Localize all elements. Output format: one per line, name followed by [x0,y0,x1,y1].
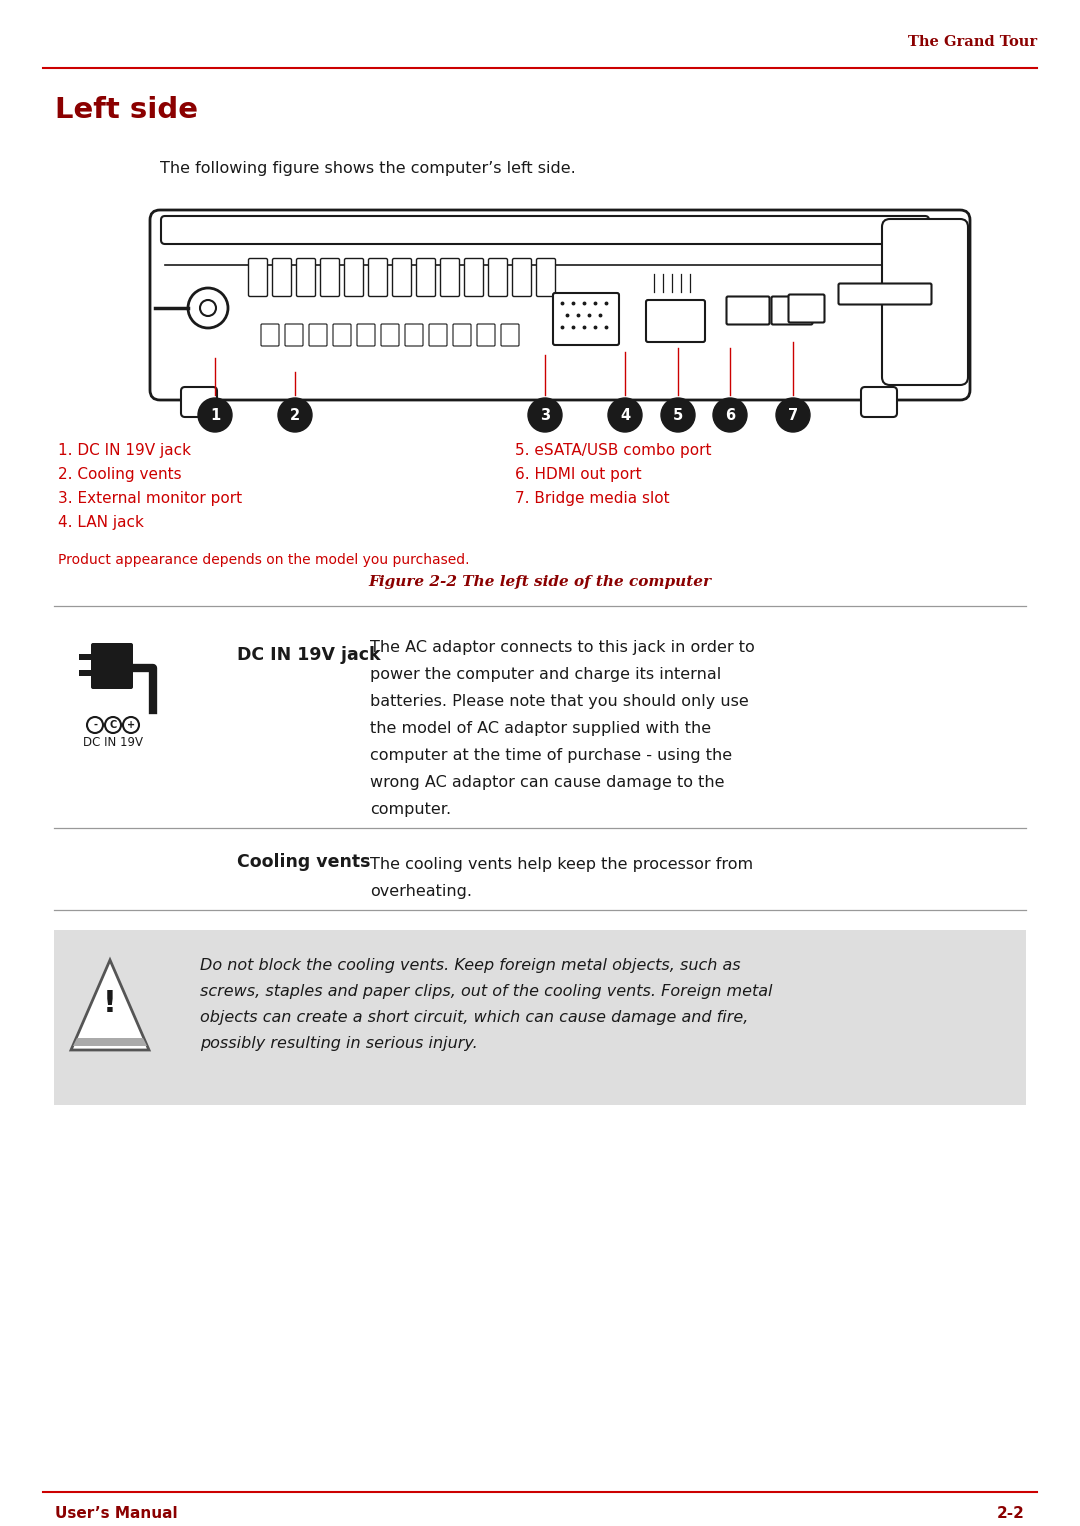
Text: -: - [93,720,97,729]
Text: 1. DC IN 19V jack: 1. DC IN 19V jack [58,443,191,458]
Text: 6. HDMI out port: 6. HDMI out port [515,467,642,482]
FancyBboxPatch shape [79,670,95,676]
FancyBboxPatch shape [788,295,824,322]
Text: 5. eSATA/USB combo port: 5. eSATA/USB combo port [515,443,712,458]
Circle shape [123,717,139,732]
FancyBboxPatch shape [368,258,388,296]
Text: power the computer and charge its internal: power the computer and charge its intern… [370,667,721,682]
FancyBboxPatch shape [464,258,484,296]
Text: 4: 4 [620,407,630,423]
Text: 3: 3 [540,407,550,423]
Text: Left side: Left side [55,96,198,124]
Text: +: + [127,720,135,729]
Circle shape [661,398,696,432]
Text: 7: 7 [788,407,798,423]
Text: DC IN 19V jack: DC IN 19V jack [237,645,380,664]
FancyBboxPatch shape [285,324,303,346]
FancyBboxPatch shape [345,258,364,296]
Text: overheating.: overheating. [370,884,472,899]
FancyBboxPatch shape [357,324,375,346]
FancyBboxPatch shape [646,301,705,342]
Text: computer at the time of purchase - using the: computer at the time of purchase - using… [370,748,732,763]
Text: the model of AC adaptor supplied with the: the model of AC adaptor supplied with th… [370,720,711,736]
FancyBboxPatch shape [79,655,95,661]
FancyBboxPatch shape [501,324,519,346]
Circle shape [608,398,642,432]
Circle shape [777,398,810,432]
Circle shape [278,398,312,432]
FancyBboxPatch shape [488,258,508,296]
Text: 2. Cooling vents: 2. Cooling vents [58,467,181,482]
Circle shape [713,398,747,432]
FancyBboxPatch shape [513,258,531,296]
Text: Cooling vents: Cooling vents [237,853,370,871]
FancyBboxPatch shape [537,258,555,296]
FancyBboxPatch shape [181,388,217,417]
FancyBboxPatch shape [91,642,133,690]
FancyBboxPatch shape [441,258,459,296]
FancyBboxPatch shape [381,324,399,346]
FancyBboxPatch shape [54,929,1026,1105]
FancyBboxPatch shape [477,324,495,346]
Text: The cooling vents help keep the processor from: The cooling vents help keep the processo… [370,858,753,871]
FancyBboxPatch shape [297,258,315,296]
Text: User’s Manual: User’s Manual [55,1506,177,1521]
FancyBboxPatch shape [272,258,292,296]
Text: Do not block the cooling vents. Keep foreign metal objects, such as: Do not block the cooling vents. Keep for… [200,958,741,974]
Circle shape [198,398,232,432]
Circle shape [528,398,562,432]
Text: C: C [109,720,117,729]
FancyBboxPatch shape [309,324,327,346]
FancyBboxPatch shape [861,388,897,417]
Text: batteries. Please note that you should only use: batteries. Please note that you should o… [370,694,748,710]
FancyBboxPatch shape [392,258,411,296]
Text: 2-2: 2-2 [997,1506,1025,1521]
Circle shape [200,301,216,316]
FancyBboxPatch shape [553,293,619,345]
Circle shape [105,717,121,732]
Text: The following figure shows the computer’s left side.: The following figure shows the computer’… [160,160,576,175]
Text: computer.: computer. [370,803,451,816]
Text: Product appearance depends on the model you purchased.: Product appearance depends on the model … [58,552,470,568]
Text: possibly resulting in serious injury.: possibly resulting in serious injury. [200,1036,477,1051]
Text: 6: 6 [725,407,735,423]
FancyBboxPatch shape [417,258,435,296]
FancyBboxPatch shape [161,217,929,244]
FancyBboxPatch shape [429,324,447,346]
FancyBboxPatch shape [321,258,339,296]
Text: DC IN 19V: DC IN 19V [83,737,143,749]
Text: The Grand Tour: The Grand Tour [908,35,1037,49]
FancyBboxPatch shape [453,324,471,346]
FancyBboxPatch shape [882,220,968,385]
Circle shape [188,288,228,328]
Text: wrong AC adaptor can cause damage to the: wrong AC adaptor can cause damage to the [370,775,725,790]
Text: screws, staples and paper clips, out of the cooling vents. Foreign metal: screws, staples and paper clips, out of … [200,984,772,1000]
Text: 1: 1 [210,407,220,423]
Polygon shape [73,1038,147,1045]
FancyBboxPatch shape [771,296,812,325]
FancyBboxPatch shape [261,324,279,346]
FancyBboxPatch shape [333,324,351,346]
FancyBboxPatch shape [248,258,268,296]
Text: 3. External monitor port: 3. External monitor port [58,490,242,505]
Text: 2: 2 [289,407,300,423]
Text: Figure 2-2 The left side of the computer: Figure 2-2 The left side of the computer [368,575,712,589]
Text: objects can create a short circuit, which can cause damage and fire,: objects can create a short circuit, whic… [200,1010,748,1025]
Circle shape [87,717,103,732]
FancyBboxPatch shape [727,296,769,325]
Text: 4. LAN jack: 4. LAN jack [58,514,144,530]
Text: !: ! [103,989,117,1018]
Text: The AC adaptor connects to this jack in order to: The AC adaptor connects to this jack in … [370,639,755,655]
FancyBboxPatch shape [150,211,970,400]
FancyBboxPatch shape [405,324,423,346]
Text: 7. Bridge media slot: 7. Bridge media slot [515,490,670,505]
Text: 5: 5 [673,407,684,423]
Polygon shape [71,960,149,1050]
FancyBboxPatch shape [838,284,931,305]
